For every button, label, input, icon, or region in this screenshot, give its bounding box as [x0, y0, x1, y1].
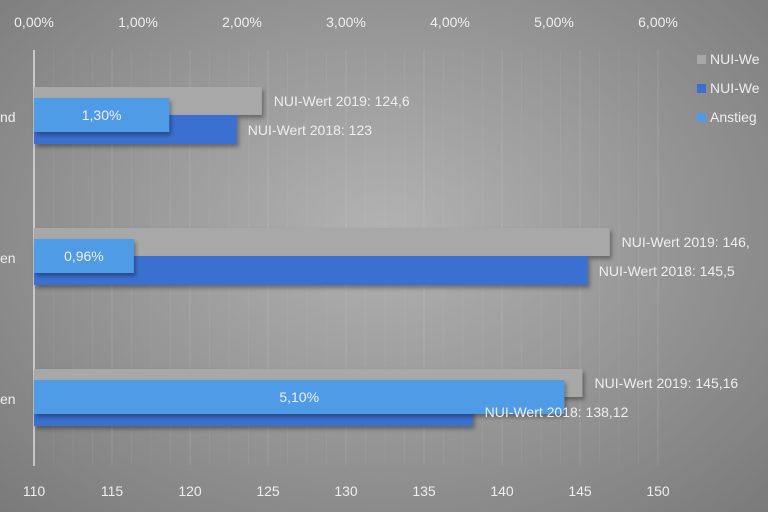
data-label-2019: NUI-Wert 2019: 145,16 [594, 375, 738, 391]
legend-entry: NUI-We [710, 51, 760, 67]
bar-anstieg [34, 380, 565, 414]
legend-entry: NUI-We [710, 80, 760, 96]
data-label-2019: NUI-Wert 2019: 146, [622, 234, 750, 250]
legend-entry: Anstieg [710, 109, 757, 125]
data-label-anstieg: 5,10% [279, 389, 319, 405]
x-tick-label-bottom: 115 [101, 483, 124, 499]
legend-swatch [697, 84, 706, 93]
category-label: nd [0, 109, 16, 125]
x-tick-label-top: 0,00% [14, 14, 54, 30]
x-tick-label-top: 2,00% [222, 14, 262, 30]
x-tick-label-bottom: 130 [334, 483, 358, 499]
x-tick-label-top: 3,00% [326, 14, 366, 30]
data-label-2019: NUI-Wert 2019: 124,6 [274, 93, 410, 109]
data-label-2018: NUI-Wert 2018: 123 [248, 122, 372, 138]
x-tick-label-top: 6,00% [638, 14, 678, 30]
bar-anstieg [34, 239, 134, 273]
legend-swatch [697, 55, 706, 64]
bar-anstieg [34, 98, 170, 132]
legend-swatch [697, 113, 706, 122]
x-tick-label-bottom: 110 [23, 483, 46, 499]
x-tick-label-top: 1,00% [118, 14, 158, 30]
x-tick-label-top: 4,00% [430, 14, 470, 30]
data-label-2018: NUI-Wert 2018: 145,5 [599, 263, 735, 279]
x-tick-label-bottom: 150 [646, 483, 670, 499]
data-label-2018: NUI-Wert 2018: 138,12 [485, 404, 629, 420]
category-label: en [0, 391, 16, 407]
x-tick-label-bottom: 135 [412, 483, 436, 499]
data-label-anstieg: 1,30% [82, 107, 122, 123]
x-tick-label-top: 5,00% [534, 14, 574, 30]
x-tick-label-bottom: 125 [256, 483, 280, 499]
category-label: en [0, 250, 16, 266]
x-tick-label-bottom: 145 [568, 483, 592, 499]
data-label-anstieg: 0,96% [64, 248, 104, 264]
x-tick-label-bottom: 140 [490, 483, 514, 499]
x-tick-label-bottom: 120 [178, 483, 202, 499]
